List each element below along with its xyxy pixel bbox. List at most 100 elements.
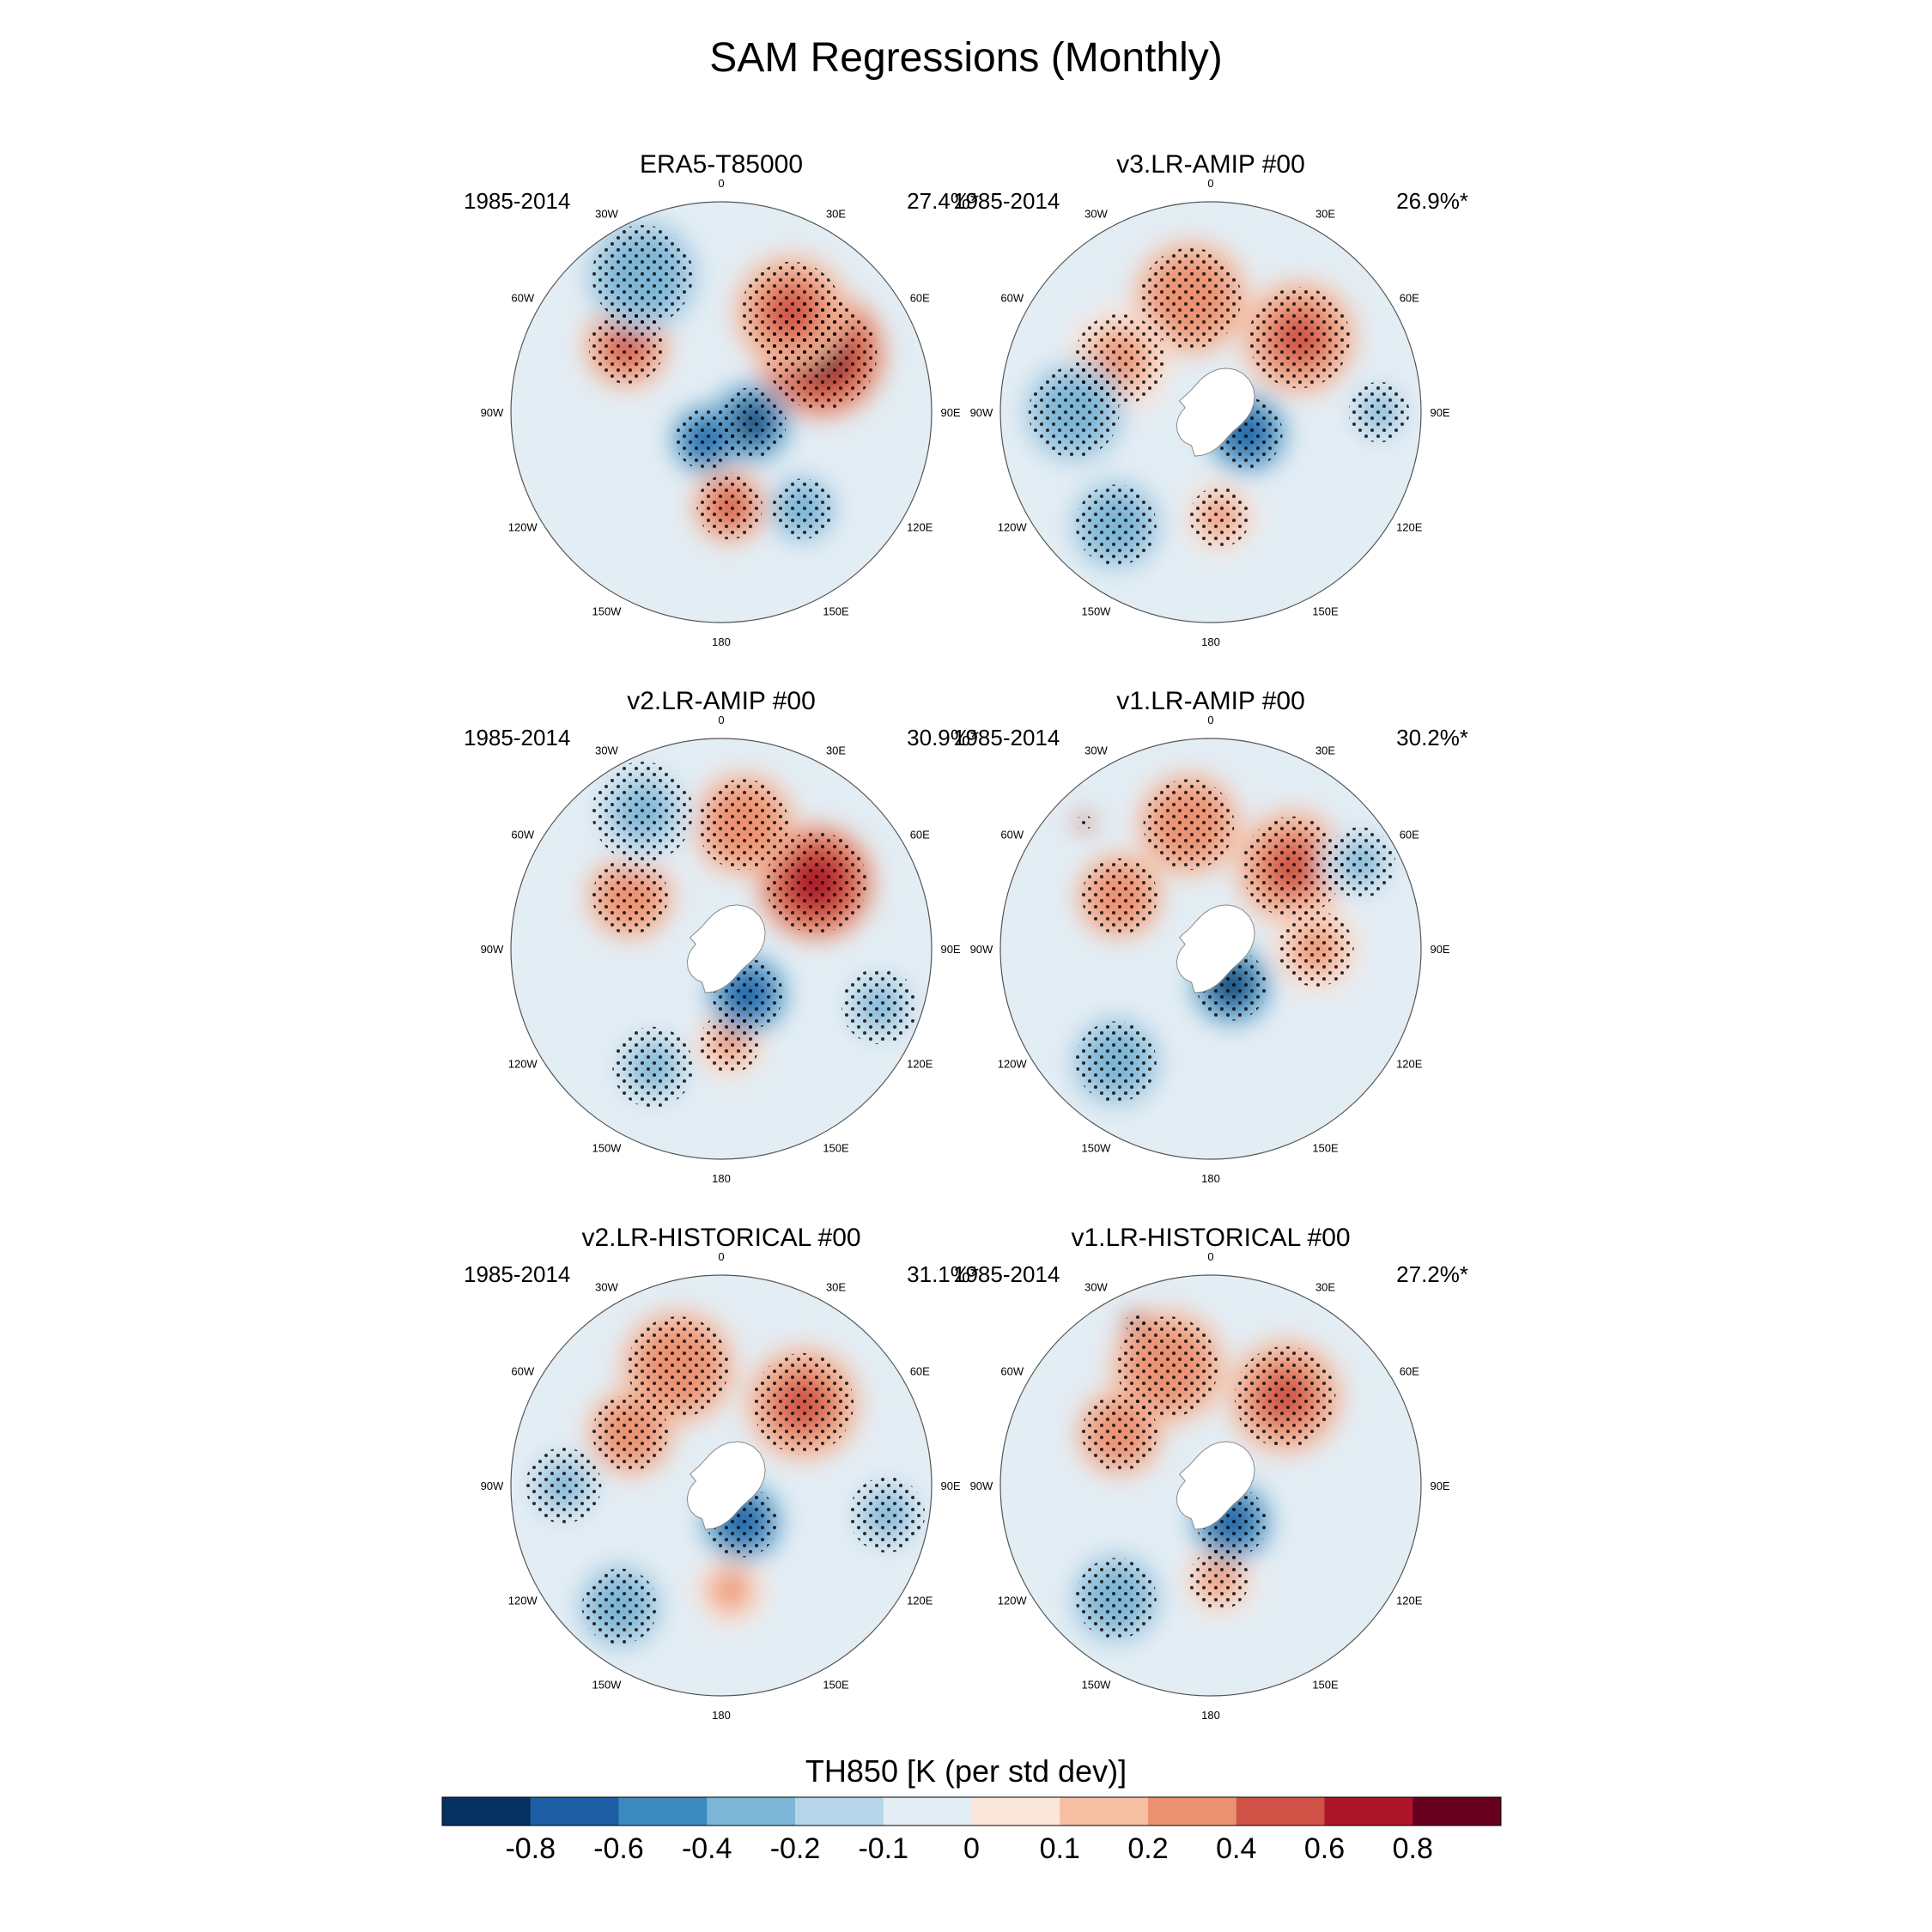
significance-stipple [772,478,833,539]
map-panel-5: 0 30E 60E 90E 120E 150E 180 150W 120W 90W 60W 30W v2… [447,1224,996,1756]
significance-stipple [1075,484,1157,566]
longitude-label: 90E [940,1479,960,1492]
panel-period: 1985-2014 [464,725,571,750]
colorbar-tick-label: 0.6 [1303,1832,1346,1865]
polar-map: 0 30E 60E 90E 120E 150E 180 150W 120W 90W 60W 30W [970,714,1450,1185]
significance-stipple [848,1476,926,1553]
significance-stipple [1324,827,1396,898]
longitude-label: 60W [1000,828,1024,841]
panel-period: 1985-2014 [953,1261,1060,1287]
colorbar-tick-label: 0 [963,1832,980,1865]
map-boundary [999,201,1422,623]
panel-variance: 26.9%* [1396,188,1468,214]
significance-stipple [627,1316,729,1418]
longitude-label: 150W [592,605,622,617]
significance-stipple [1188,1549,1249,1611]
significance-stipple [1076,814,1092,830]
longitude-label: 120W [998,521,1028,534]
significance-stipple [592,858,669,934]
longitude-label: 90E [1430,1479,1449,1492]
significance-stipple [526,1447,602,1524]
map-boundary [999,738,1422,1160]
map-boundary [999,1274,1422,1697]
colorbar-tick-label: -0.2 [769,1832,821,1865]
significance-stipple [740,261,842,363]
significance-stipple [1081,1394,1158,1471]
map-panel-1: 0 30E 60E 90E 120E 150E 180 150W 120W 90W 60W 30W ER… [447,150,996,683]
longitude-label: 90W [970,1479,993,1492]
significance-stipple [1075,1558,1157,1639]
significance-stipple [696,473,762,540]
colorbar-segment [795,1797,884,1826]
longitude-label: 90W [970,943,993,956]
significance-stipple [841,968,918,1045]
map-panel-6: 0 30E 60E 90E 120E 150E 180 150W 120W 90W 60W 30W v1… [936,1224,1485,1756]
colorbar-tick-label: 0.4 [1216,1832,1257,1865]
significance-stipple [1278,910,1354,987]
panel-title: v1.LR-AMIP #00 [1116,687,1305,715]
figure-title: SAM Regressions (Monthly) [709,35,1223,81]
antarctica-mask [1176,904,1255,993]
longitude-label: 30W [1084,744,1108,757]
panel-period: 1985-2014 [953,725,1060,750]
longitude-label: 90W [481,1479,504,1492]
longitude-label: 30W [1084,208,1108,221]
colorbar-segment [1236,1797,1325,1826]
longitude-label: 90W [481,943,504,956]
significance-stipple [1249,287,1351,389]
longitude-label: 60W [511,828,534,841]
panel-variance: 27.2%* [1396,1261,1468,1287]
longitude-label: 120W [508,521,538,534]
antarctica-mask [686,904,766,993]
longitude-label: 150E [1312,605,1339,617]
colorbar-segment [707,1797,796,1826]
longitude-label: 150E [1312,1141,1339,1154]
panel-variance: 30.2%* [1396,725,1468,750]
longitude-label: 60W [511,1364,534,1377]
panel-period: 1985-2014 [464,1261,571,1287]
longitude-label: 30E [826,1281,846,1294]
significance-stipple [1125,1313,1145,1334]
polar-map: 0 30E 60E 90E 120E 150E 180 150W 120W 90W 60W 30W [481,177,961,648]
longitude-label: 30W [595,1281,618,1294]
longitude-label: 30E [826,744,846,757]
longitude-label: 90E [1430,943,1449,956]
longitude-label: 60W [511,291,534,304]
longitude-label: 120W [508,1058,538,1071]
significance-stipple [588,307,665,384]
longitude-label: 120E [1396,1058,1423,1071]
polar-map: 0 30E 60E 90E 120E 150E 180 150W 120W 90W 60W 30W [481,1250,961,1722]
panel-title: v2.LR-AMIP #00 [627,687,816,715]
longitude-label: 0 [718,1250,724,1263]
panel-variance: 31.1%* [907,1261,979,1287]
longitude-label: 90E [940,943,960,956]
significance-stipple [1139,247,1242,349]
longitude-label: 30E [1315,208,1335,221]
longitude-label: 60W [1000,291,1024,304]
antarctica-mask [686,1441,766,1530]
longitude-label: 30E [826,208,846,221]
longitude-label: 120E [907,521,933,534]
colorbar-segment [1413,1797,1502,1826]
colorbar-segment [442,1797,532,1826]
panel-title: ERA5-T85000 [639,150,804,179]
polar-map: 0 30E 60E 90E 120E 150E 180 150W 120W 90W 60W 30W [481,714,961,1185]
longitude-label: 150E [823,605,849,617]
panel-period: 1985-2014 [953,188,1060,214]
longitude-label: 150W [1081,1141,1111,1154]
significance-stipple [1116,1316,1218,1418]
longitude-label: 30W [595,208,618,221]
longitude-label: 30E [1315,744,1335,757]
colorbar-tick-label: -0.4 [681,1832,732,1865]
significance-stipple [752,1352,854,1455]
antarctica-mask [1176,368,1255,457]
colorbar-segment [1324,1797,1413,1826]
colorbar-segment [1060,1797,1149,1826]
colorbar-tick-label: 0.1 [1039,1832,1080,1865]
longitude-label: 60W [1000,1364,1024,1377]
longitude-label: 90W [481,406,504,419]
longitude-label: 0 [718,177,724,190]
longitude-label: 60E [910,291,930,304]
significance-stipple [1348,381,1410,443]
